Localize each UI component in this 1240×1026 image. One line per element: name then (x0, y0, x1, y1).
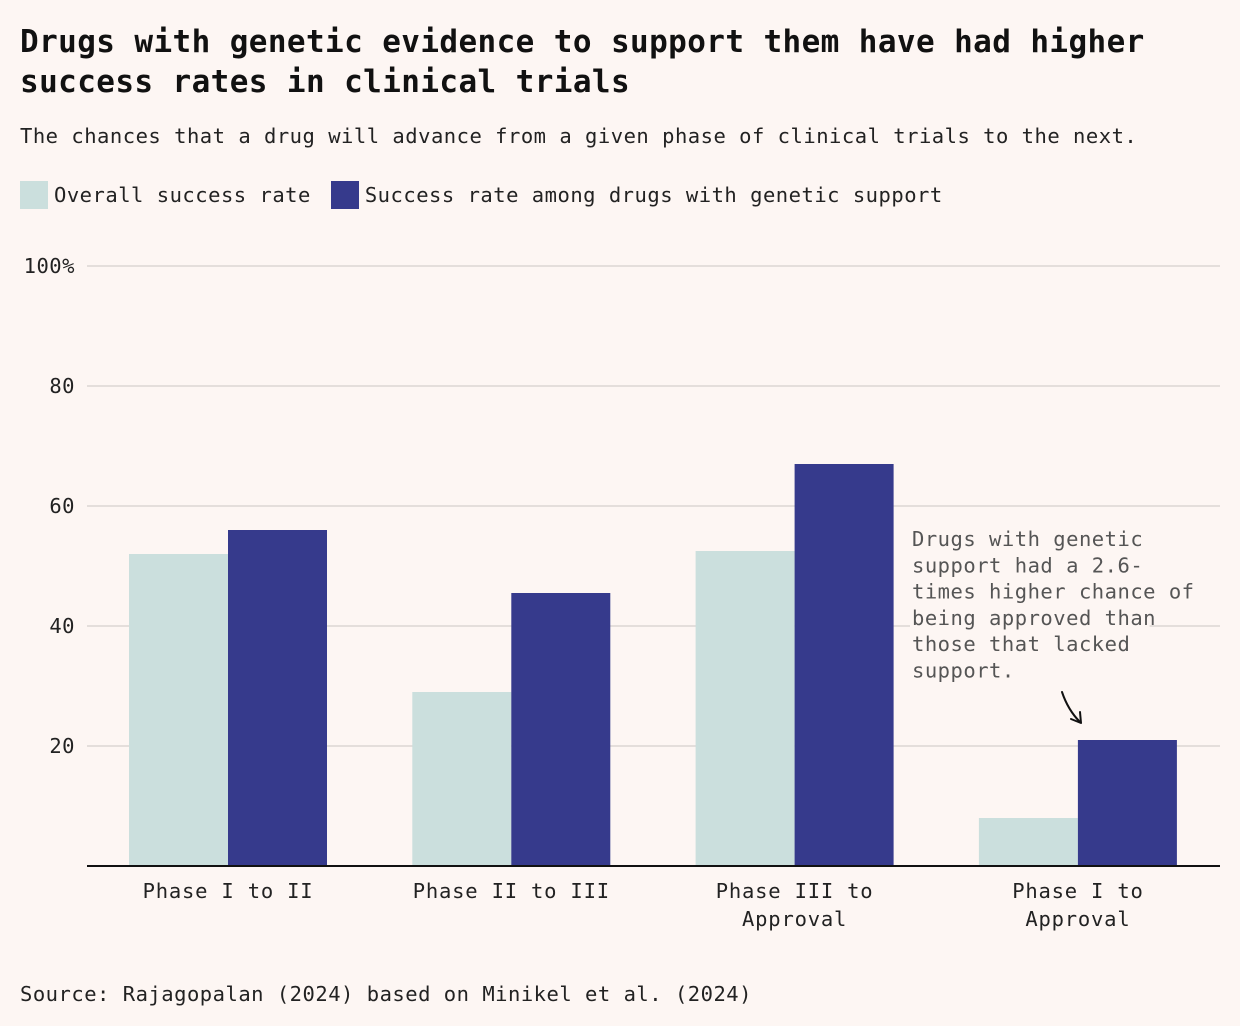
x-tick-label: Phase I to II (143, 879, 314, 903)
annotation-text: those that lacked (912, 632, 1130, 656)
legend-swatch-genetic (330, 181, 359, 209)
y-tick-label: 60 (49, 494, 75, 518)
legend-swatch-overall (20, 181, 48, 209)
y-tick-label: 40 (49, 614, 75, 638)
annotation-arrow (1061, 691, 1081, 723)
legend-label-genetic: Success rate among drugs with genetic su… (364, 183, 943, 207)
x-tick-label: Approval (742, 907, 847, 931)
annotation-text-backdrop (910, 631, 1125, 657)
annotation-text: being approved than (912, 606, 1156, 630)
bar-overall-3 (978, 818, 1078, 866)
y-tick-label: 20 (49, 734, 75, 758)
source-note: Source: Rajagopalan (2024) based on Mini… (20, 982, 752, 1006)
x-tick-label: Phase II to III (413, 879, 610, 903)
annotation-text-backdrop (910, 578, 1187, 604)
bar-overall-2 (695, 551, 795, 866)
annotation-text-backdrop (910, 552, 1138, 578)
bar-genetic-3 (1077, 740, 1177, 866)
legend-item-overall: Overall success rate (20, 181, 311, 209)
annotation-text-backdrop (910, 604, 1150, 630)
annotation-text: support had a 2.6- (912, 553, 1143, 577)
legend-item-genetic: Success rate among drugs with genetic su… (330, 181, 943, 209)
annotation-text: Drugs with genetic (912, 527, 1143, 551)
annotation-text: support. (912, 659, 1015, 683)
legend-label-overall: Overall success rate (54, 183, 311, 207)
chart-subtitle: The chances that a drug will advance fro… (20, 124, 1138, 148)
bar-chart: 20 40 60 80 100% Phase I to II Phase II to III… (24, 254, 1220, 931)
x-tick-label: Phase I to (1012, 879, 1143, 903)
annotation-text: times higher chance of (912, 580, 1195, 604)
y-tick-label: 100% (24, 254, 76, 278)
x-tick-label: Phase III to (716, 879, 874, 903)
bar-overall-0 (129, 554, 228, 866)
bar-genetic-0 (228, 530, 327, 866)
legend: Overall success rate Success rate among … (20, 180, 963, 210)
bar-overall-1 (412, 692, 512, 866)
annotation-text-backdrop (910, 526, 1138, 551)
x-tick-label: Approval (1025, 907, 1130, 931)
chart-title: Drugs with genetic evidence to support t… (20, 24, 1145, 100)
bar-genetic-2 (794, 464, 894, 866)
annotation-arrowhead (1070, 711, 1082, 724)
annotation-text-backdrop (910, 657, 1014, 683)
y-tick-label: 80 (49, 374, 75, 398)
bar-genetic-1 (511, 593, 611, 866)
